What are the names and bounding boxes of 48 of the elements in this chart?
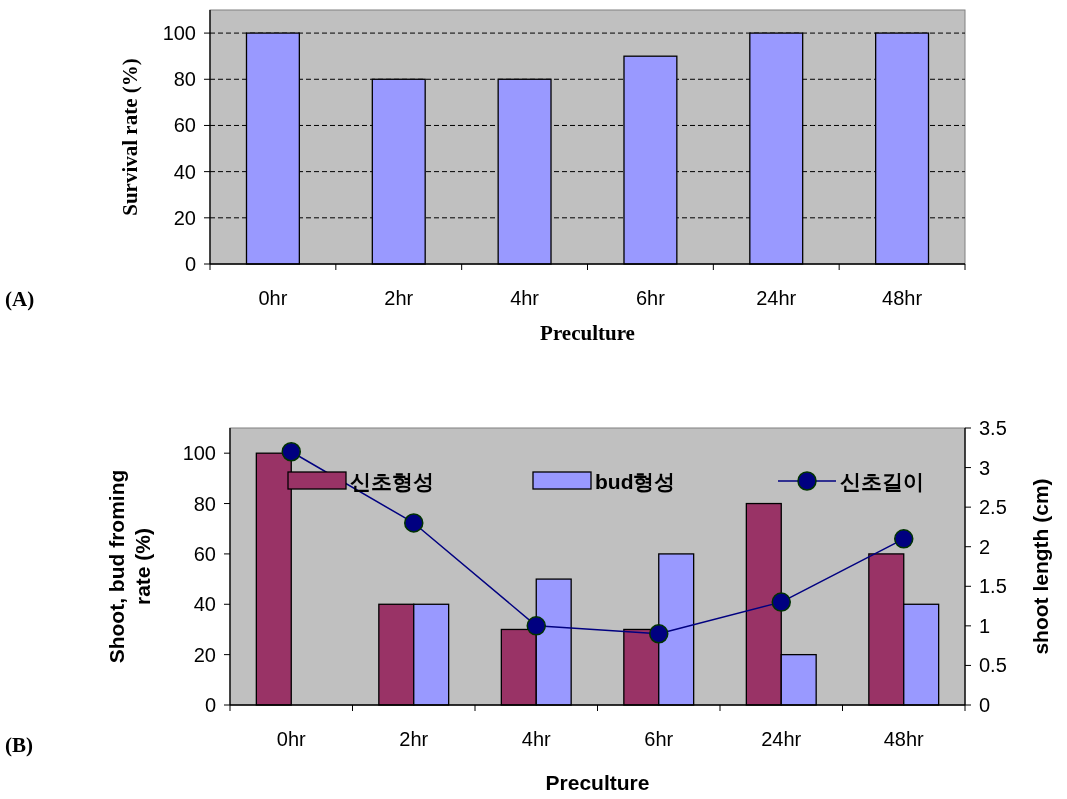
point (526, 616, 546, 636)
y-tick-label: 20 (193, 643, 216, 666)
y2-tick-label: 1.5 (979, 575, 1007, 598)
y2-tick-label: 2.5 (979, 496, 1007, 519)
x-tick-label: 0hr (258, 287, 288, 309)
x-tick-label: 2hr (399, 728, 429, 750)
legend-label: bud형성 (595, 470, 676, 493)
point (771, 592, 791, 612)
legend-label: 신초길이 (840, 470, 924, 493)
x-tick-label: 24hr (756, 287, 797, 309)
point (649, 624, 669, 644)
y-axis-title: Survival rate (%) (118, 58, 142, 216)
y-tick-label: 80 (173, 68, 196, 91)
y-tick-label: 100 (162, 22, 196, 45)
y2-tick-label: 0 (979, 694, 991, 716)
x-axis-title: Preculture (545, 771, 650, 794)
x-tick-label: 24hr (761, 728, 802, 750)
x-tick-label: 6hr (644, 728, 674, 750)
y2-tick-label: 1 (979, 614, 991, 637)
x-tick-label: 4hr (521, 728, 552, 750)
y2-tick-label: 0.5 (979, 654, 1007, 677)
y-tick-label: 40 (173, 160, 196, 183)
x-tick-label: 0hr (276, 728, 307, 750)
point (404, 513, 424, 533)
point (894, 529, 914, 549)
x-tick-label: 2hr (384, 287, 414, 309)
y-tick-label: 20 (173, 206, 196, 229)
y-tick-label: 40 (193, 593, 216, 616)
y-tick-label: 0 (204, 694, 216, 716)
y-tick-label: 60 (173, 114, 196, 137)
x-tick-label: 4hr (510, 287, 540, 309)
y-tick-label: 0 (184, 253, 196, 275)
x-axis-title: Preculture (540, 321, 635, 345)
text: (B) (5, 733, 33, 757)
y-axis-title: Shoot, bud froming rate (%) (105, 469, 154, 664)
y2-tick-label: 3 (979, 456, 991, 479)
y-tick-label: 60 (193, 542, 216, 565)
x-tick-label: 48hr (883, 728, 925, 750)
y2-tick-label: 3.5 (979, 417, 1007, 439)
legend-label: 신초형성 (350, 470, 434, 493)
y2-axis-title: shoot length (cm) (1029, 478, 1052, 655)
text: (A) (5, 287, 35, 311)
point (281, 441, 301, 462)
x-tick-label: 6hr (635, 287, 666, 309)
y-tick-label: 100 (182, 442, 216, 465)
y-tick-label: 80 (193, 492, 216, 515)
x-tick-label: 48hr (882, 287, 923, 309)
y2-tick-label: 2 (979, 535, 991, 558)
